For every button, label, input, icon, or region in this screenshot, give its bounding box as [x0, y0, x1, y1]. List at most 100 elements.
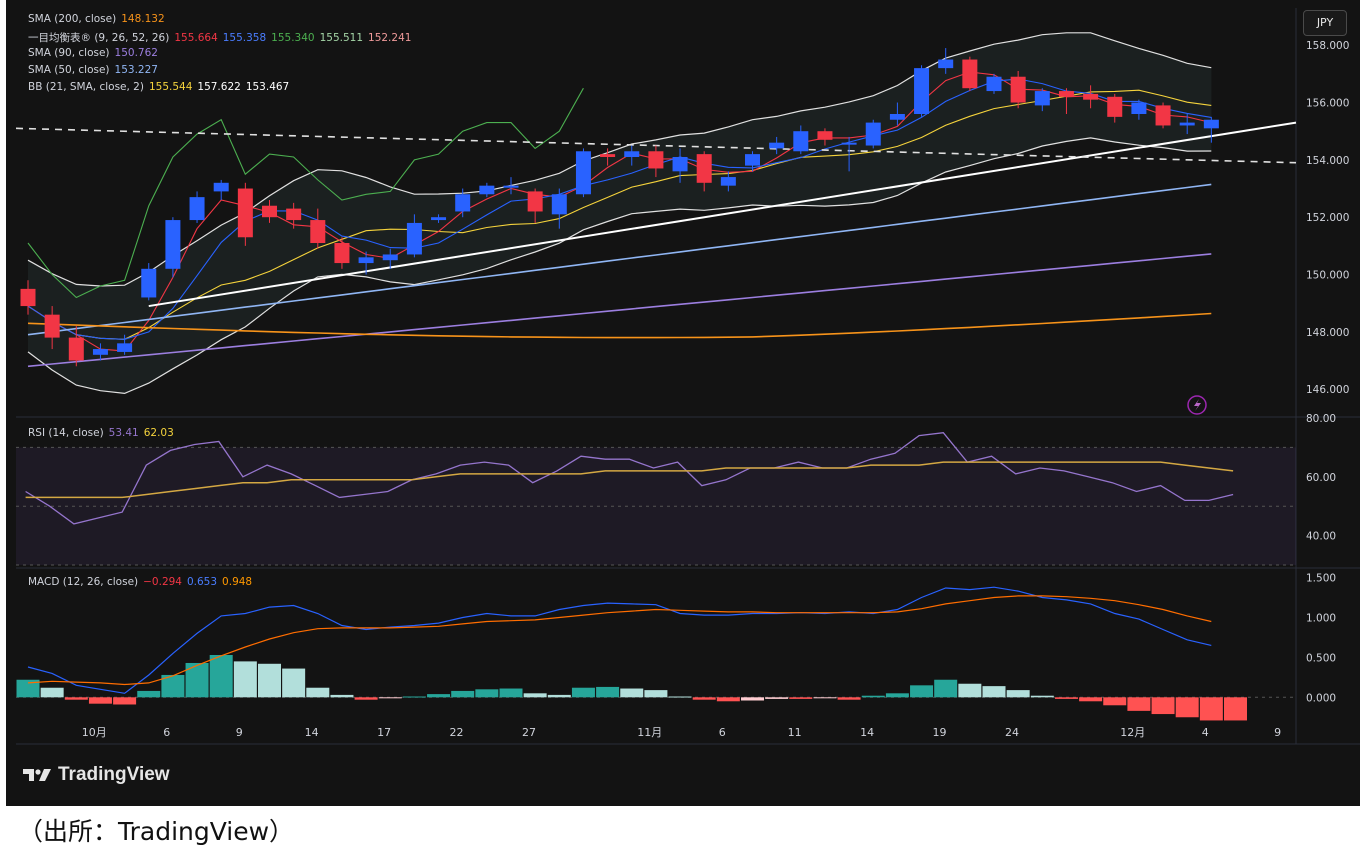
macd-histogram-bar	[1151, 697, 1175, 715]
legend-value: 155.358	[222, 32, 267, 44]
legend-value: 0.653	[186, 576, 218, 588]
macd-line	[27, 586, 1212, 694]
bollinger-basis-line	[27, 89, 1212, 340]
candle-body	[213, 182, 229, 192]
macd-histogram-bar	[451, 690, 475, 698]
macd-histogram-bar	[1103, 697, 1127, 706]
macd-histogram-bar	[885, 693, 909, 698]
legend-macd: MACD (12, 26, close) −0.294 0.653 0.948	[28, 576, 257, 588]
macd-histogram-bar	[1030, 695, 1054, 698]
y-tick-label: 156.000	[1306, 98, 1349, 110]
candle-body	[286, 208, 302, 221]
x-tick-label: 19	[933, 726, 947, 739]
alert-bolt-icon	[1194, 399, 1201, 411]
macd-histogram-bar	[378, 697, 402, 699]
trendline	[148, 121, 1297, 308]
macd-histogram-bar	[1054, 697, 1078, 699]
bollinger-lower-line	[27, 137, 1212, 395]
macd-histogram-bar	[1199, 697, 1223, 721]
resistance-dashed-line	[15, 127, 1297, 164]
rsi-y-tick-label: 60.00	[1306, 472, 1336, 484]
macd-histogram-bar	[402, 696, 426, 698]
candle-body	[648, 151, 664, 169]
x-tick-label: 24	[1005, 726, 1019, 739]
macd-histogram-bar	[765, 697, 789, 699]
brand-name: TradingView	[58, 764, 170, 785]
macd-histogram-bar	[716, 697, 740, 702]
macd-histogram-bar	[934, 679, 958, 698]
candle-body	[914, 68, 930, 114]
tradingview-logo-icon	[23, 769, 51, 781]
tradingview-logo[interactable]: TradingView	[22, 764, 170, 786]
source-caption: （出所：TradingView）	[18, 817, 295, 846]
legend-value: 152.241	[368, 32, 412, 44]
legend-label: RSI (14, close)	[28, 427, 104, 439]
y-tick-label: 158.000	[1306, 40, 1349, 52]
candle-body	[696, 154, 712, 183]
macd-histogram-bar	[668, 696, 692, 698]
candle-body	[117, 343, 133, 352]
candle-body	[431, 217, 447, 221]
candle-body	[793, 131, 809, 152]
legend-sma50: SMA (50, close) 153.227	[28, 64, 163, 76]
macd-histogram-bar	[258, 663, 281, 698]
legend-value: 153.467	[245, 81, 290, 93]
x-tick-label: 27	[522, 726, 536, 739]
candle-body	[1083, 93, 1099, 100]
macd-histogram-bar	[523, 693, 547, 698]
candle-body	[310, 220, 326, 243]
candle-body	[1155, 105, 1171, 126]
x-tick-label: 11月	[637, 726, 662, 739]
legend-label: SMA (50, close)	[28, 64, 110, 76]
currency-badge[interactable]: JPY	[1303, 10, 1347, 36]
candle-body	[745, 154, 760, 166]
macd-histogram-bar	[1224, 697, 1247, 721]
legend-label: MACD (12, 26, close)	[28, 576, 139, 588]
legend-value: 0.948	[222, 576, 253, 588]
legend-ichimoku: 一目均衡表® (9, 26, 52, 26) 155.664 155.358 155.…	[28, 30, 416, 45]
candle-body	[575, 151, 591, 195]
macd-histogram-bar	[499, 688, 523, 698]
ichimoku-lagging-line	[27, 87, 584, 299]
legend-value: 155.544	[148, 81, 193, 93]
macd-histogram-bar	[16, 679, 40, 698]
x-tick-label: 9	[236, 726, 243, 739]
candle-body	[551, 194, 567, 215]
candle-body	[1107, 96, 1123, 117]
rsi-y-tick-label: 80.00	[1306, 413, 1336, 425]
candle-body	[624, 151, 640, 157]
x-tick-label: 17	[377, 726, 391, 739]
y-tick-label: 146.000	[1306, 384, 1349, 396]
candle-body	[938, 59, 954, 69]
x-tick-label: 4	[1202, 726, 1209, 739]
candle-body	[382, 254, 398, 261]
candle-body	[68, 337, 84, 361]
candle-body	[44, 314, 60, 338]
x-tick-label: 10月	[82, 726, 107, 739]
macd-y-tick-label: 0.000	[1306, 692, 1336, 704]
x-tick-label: 6	[163, 726, 170, 739]
legend-value: 155.511	[319, 32, 364, 44]
rsi-signal-line	[25, 461, 1234, 499]
macd-histogram-bar	[475, 689, 499, 698]
macd-histogram-bar	[571, 687, 595, 698]
x-tick-label: 6	[719, 726, 726, 739]
macd-histogram-bar	[330, 694, 354, 698]
legend-sma90: SMA (90, close) 150.762	[28, 47, 163, 59]
candle-body	[865, 122, 881, 146]
macd-histogram-bar	[741, 697, 764, 701]
legend-rsi: RSI (14, close) 53.41 62.03	[28, 427, 179, 439]
candle-body	[672, 157, 688, 172]
sma90-line	[27, 253, 1212, 368]
macd-histogram-bar	[64, 697, 88, 700]
macd-histogram-bar	[354, 697, 378, 700]
legend-value: 155.340	[271, 32, 315, 44]
legend-sma200: SMA (200, close) 148.132	[28, 13, 170, 25]
chart-canvas[interactable]: 158.000 156.000 154.000 152.000 150.000 148.0…	[6, 0, 1360, 806]
x-tick-label: 14	[860, 726, 874, 739]
candle-body	[358, 257, 374, 264]
y-tick-label: 148.000	[1306, 327, 1349, 339]
candle-body	[406, 222, 422, 255]
candle-body	[962, 59, 978, 89]
bollinger-upper-line	[27, 32, 1212, 287]
